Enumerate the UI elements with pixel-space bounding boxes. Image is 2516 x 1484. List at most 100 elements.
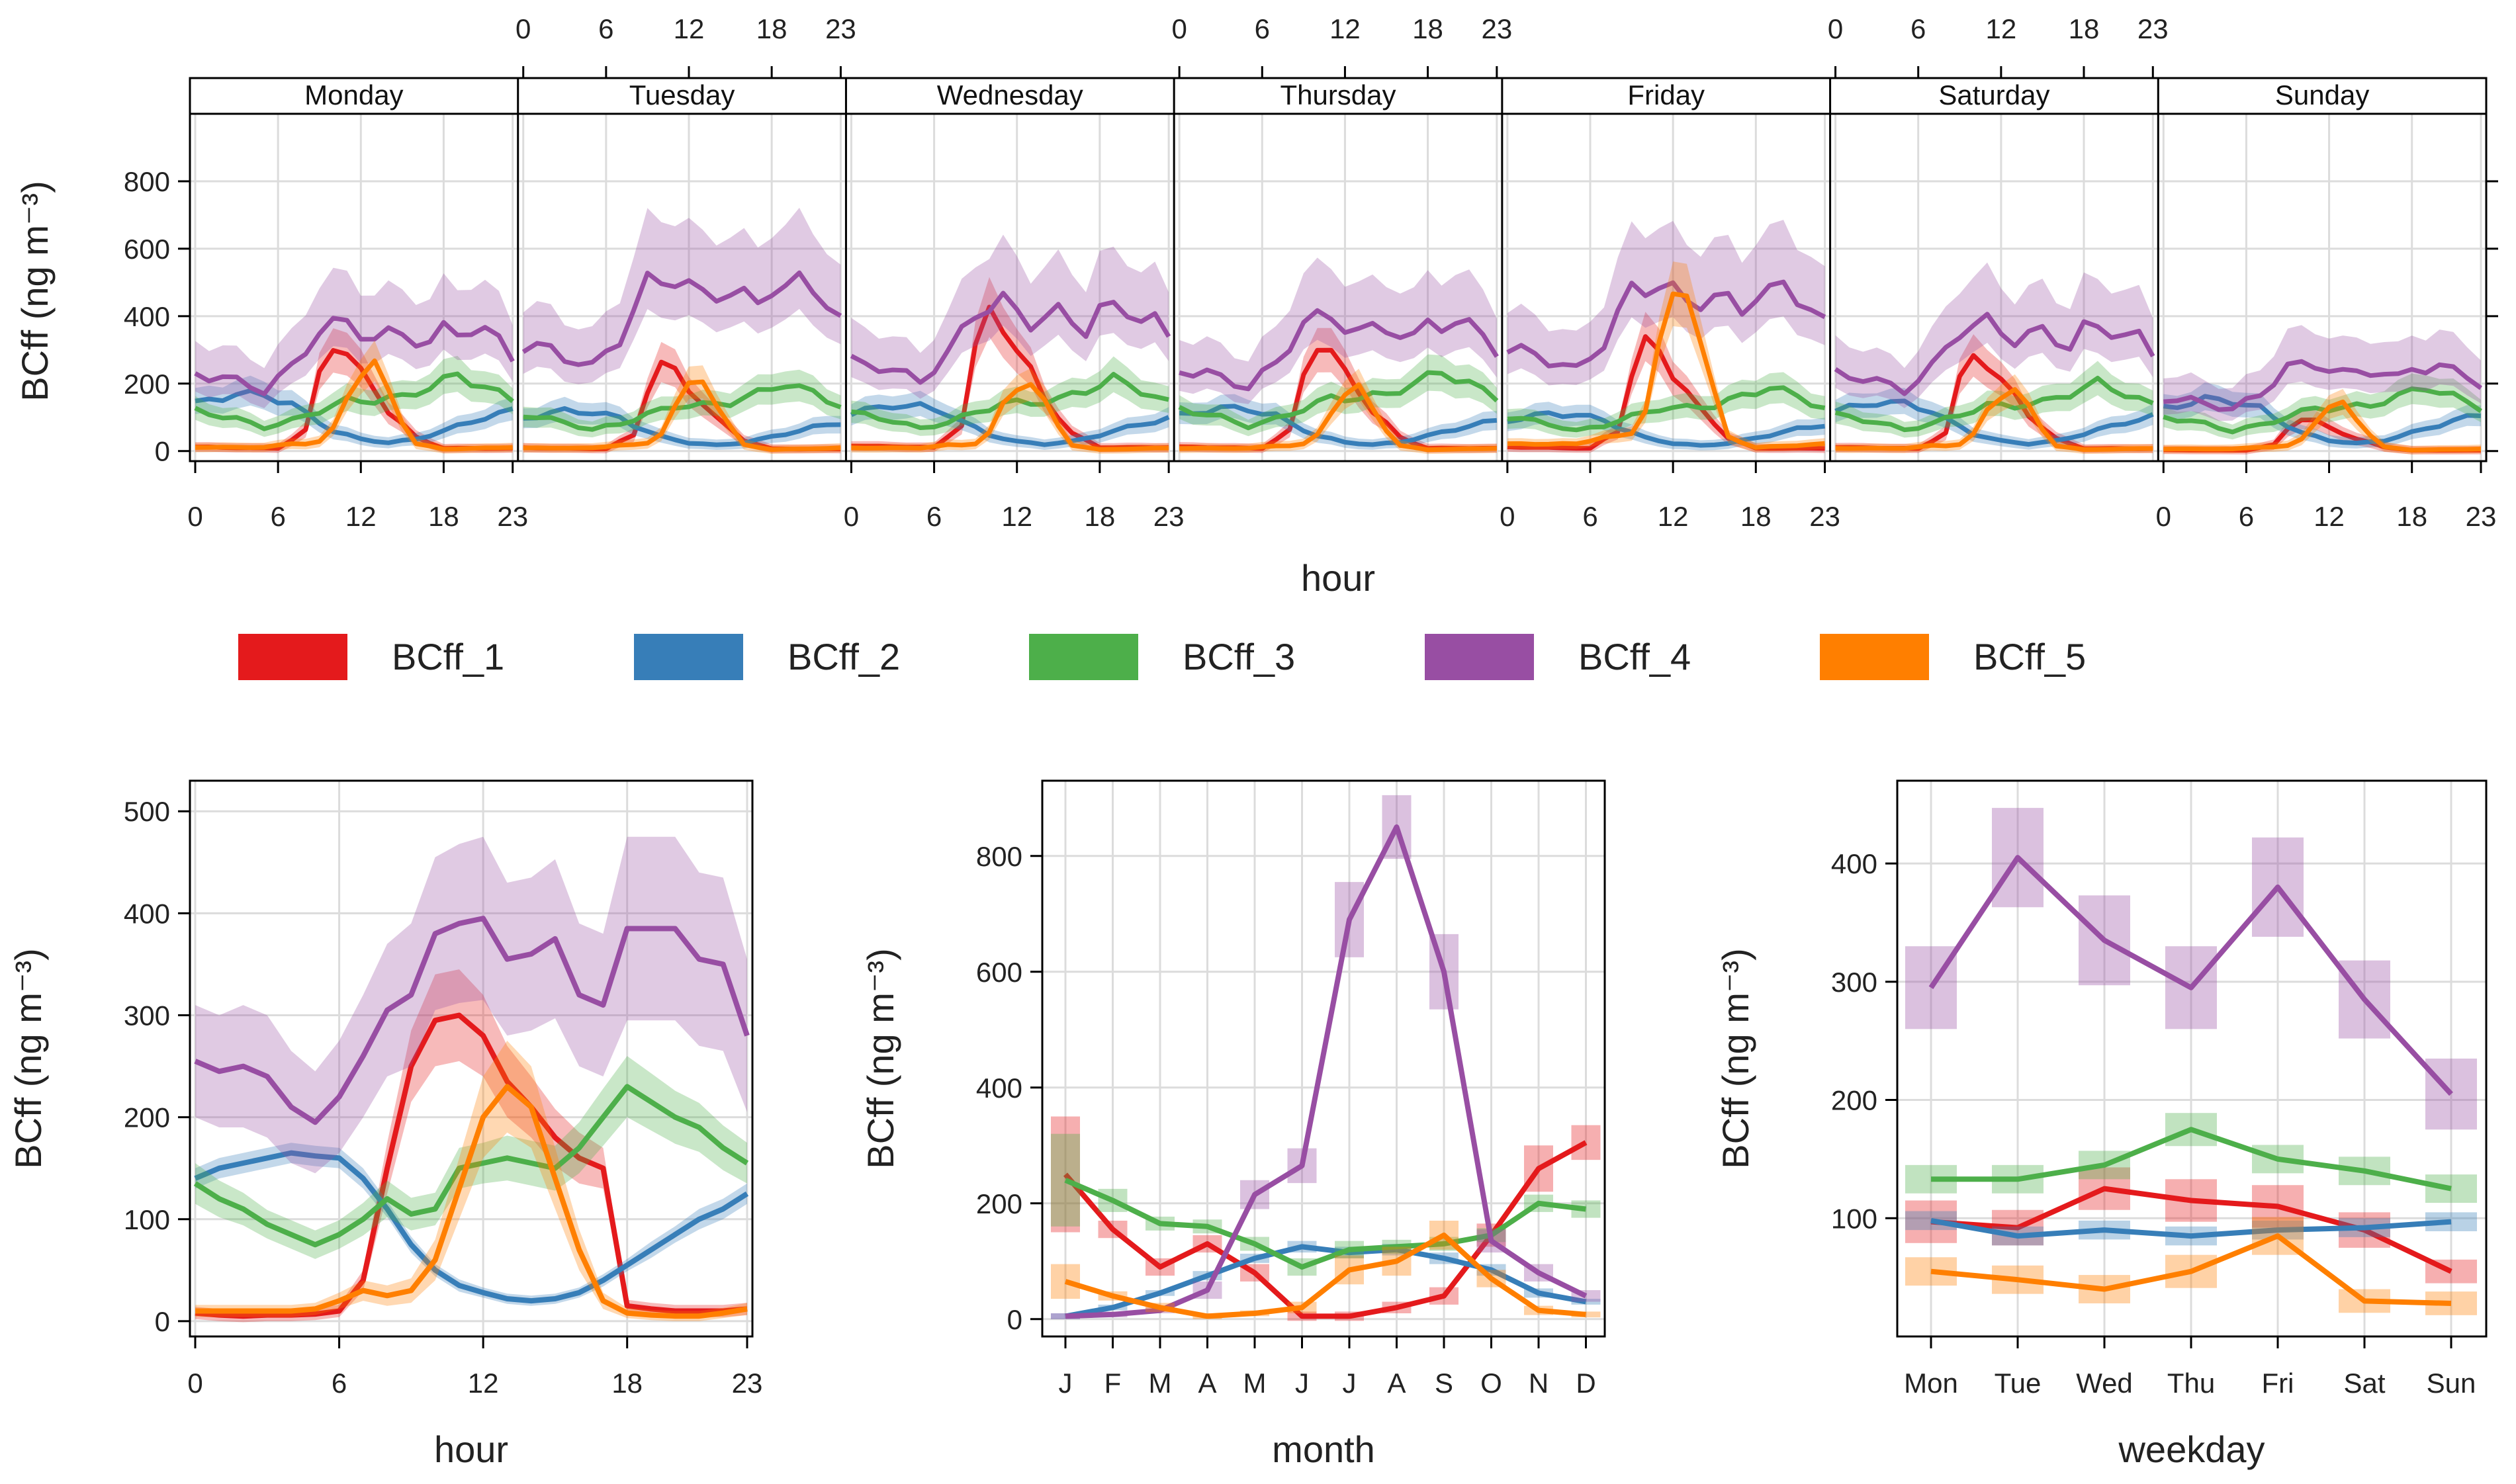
line-BCff_4-6: [2163, 359, 2483, 412]
line-BCff_2: [1930, 1217, 2452, 1239]
band-BCff_4-6: [2163, 325, 2481, 421]
x-tick-label: 6: [926, 501, 942, 532]
line-BCff_4-3: [1179, 308, 1499, 392]
band-BCff_1-2: [851, 277, 1169, 453]
band-BCff_5-6: [2163, 388, 2481, 455]
band-BCff_3-3: [1179, 354, 1497, 437]
band-BCff_4-3: [1179, 257, 1497, 404]
y-tick-label: 500: [124, 796, 170, 827]
legend-swatch-BCff_2: [634, 634, 743, 680]
x-tick-label: 6: [2239, 501, 2254, 532]
x-tick-label: 6: [1910, 13, 1926, 44]
band-BCff_1-1: [523, 341, 841, 454]
line-BCff_2-6: [2163, 394, 2482, 446]
panel-label-3: Thursday: [1280, 79, 1396, 110]
y-tick-label: 400: [976, 1072, 1022, 1104]
line-BCff_3-3: [1178, 370, 1499, 431]
line-BCff_4-5: [1834, 312, 2155, 396]
band-BCff_2-0: [195, 375, 513, 449]
line-BCff_5-3: [1179, 382, 1498, 453]
x-tick-label: A: [1198, 1368, 1216, 1399]
top-weekly-panel: Monday Tuesday Wednesday Thursday Friday Satu…: [14, 13, 2498, 599]
line-BCff_1: [195, 1012, 748, 1319]
legend-swatch-BCff_1: [238, 634, 347, 680]
band-BCff_4-2: [851, 234, 1169, 399]
x-tick-label: F: [1104, 1368, 1122, 1399]
x-tick-label: D: [1576, 1368, 1595, 1399]
x-tick-label: 12: [1658, 501, 1689, 532]
x-tick-label: 12: [468, 1368, 499, 1399]
line-BCff_3-4: [1507, 385, 1826, 433]
y-tick-label: 300: [1831, 967, 1877, 998]
line-BCff_4-4: [1506, 279, 1826, 369]
x-tick-label: 18: [1740, 501, 1772, 532]
line-BCff_2-3: [1179, 404, 1498, 447]
line-BCff_3-2: [851, 372, 1169, 430]
x-tick-label: Tue: [1995, 1368, 2042, 1399]
x-tick-label: 6: [270, 501, 285, 532]
x-tick-label: 6: [1255, 13, 1270, 44]
plot-frame: [189, 779, 754, 1338]
x-tick-label: 23: [732, 1368, 763, 1399]
y-tick-label: 0: [155, 1306, 170, 1337]
band-BCff_5-4: [1507, 261, 1825, 453]
line-BCff_3-1: [523, 383, 842, 432]
band-BCff_1: [195, 969, 747, 1323]
legend-label-BCff_3: BCff_3: [1183, 636, 1295, 677]
line-BCff_3-0: [194, 371, 514, 431]
band-BCff_2-5: [1835, 388, 2153, 450]
x-tick-label: 0: [1500, 501, 1515, 532]
legend-swatch-BCff_4: [1425, 634, 1534, 680]
x-tick-label: Wed: [2076, 1368, 2133, 1399]
band-BCff_5-3: [1179, 369, 1497, 455]
band-BCff_1-4: [1507, 312, 1825, 453]
line-BCff_3: [1064, 1178, 1586, 1270]
x-tick-label: 18: [428, 501, 459, 532]
x-tick-label: N: [1529, 1368, 1549, 1399]
line-BCff_2-1: [523, 406, 841, 447]
x-tick-label: 6: [1582, 501, 1597, 532]
ci-box-BCff_2: [1905, 1211, 1957, 1231]
band-BCff_4-5: [1835, 262, 2153, 408]
strip-bar: [189, 77, 2488, 115]
line-BCff_4-0: [194, 316, 515, 396]
y-tick-label: 600: [976, 957, 1022, 988]
x-tick-label: 18: [756, 13, 787, 44]
x-tick-label: O: [1480, 1368, 1502, 1399]
line-BCff_5: [1930, 1233, 2452, 1306]
x-tick-label: 12: [1985, 13, 2016, 44]
band-BCff_3-6: [2163, 373, 2481, 440]
ci-box-BCff_1: [1571, 1125, 1601, 1160]
x-tick-label: 18: [2396, 501, 2427, 532]
x-tick-label: 23: [1809, 501, 1840, 532]
x-tick-label: 12: [674, 13, 705, 44]
y-axis-label: BCff (ng m⁻³): [1715, 948, 1756, 1168]
ci-box-BCff_3: [1051, 1133, 1080, 1227]
line-BCff_4: [194, 916, 750, 1125]
y-axis-label: BCff (ng m⁻³): [14, 181, 56, 401]
y-tick-label: 800: [976, 841, 1022, 872]
band-BCff_3-0: [195, 355, 513, 437]
legend-swatch-BCff_5: [1820, 634, 1929, 680]
line-BCff_5: [195, 1084, 748, 1319]
x-tick-label: 12: [1001, 501, 1032, 532]
x-tick-label: 6: [598, 13, 613, 44]
line-BCff_2-4: [1507, 410, 1825, 448]
line-BCff_5-4: [1507, 291, 1825, 450]
x-tick-label: 12: [1329, 13, 1361, 44]
y-axis-label: BCff (ng m⁻³): [7, 948, 49, 1168]
x-tick-label: M: [1149, 1368, 1172, 1399]
x-axis-label: month: [1272, 1428, 1375, 1470]
ci-box-BCff_5: [1051, 1264, 1080, 1299]
band-BCff_3-5: [1835, 361, 2153, 438]
y-tick-label: 200: [124, 369, 170, 400]
x-tick-label: 18: [611, 1368, 643, 1399]
band-BCff_1-5: [1835, 334, 2153, 453]
line-BCff_5: [1064, 1232, 1586, 1319]
x-tick-label: J: [1059, 1368, 1073, 1399]
line-BCff_4-2: [850, 290, 1171, 385]
x-tick-label: Sat: [2343, 1368, 2385, 1399]
line-BCff_2-0: [195, 388, 514, 445]
y-tick-label: 600: [124, 234, 170, 265]
